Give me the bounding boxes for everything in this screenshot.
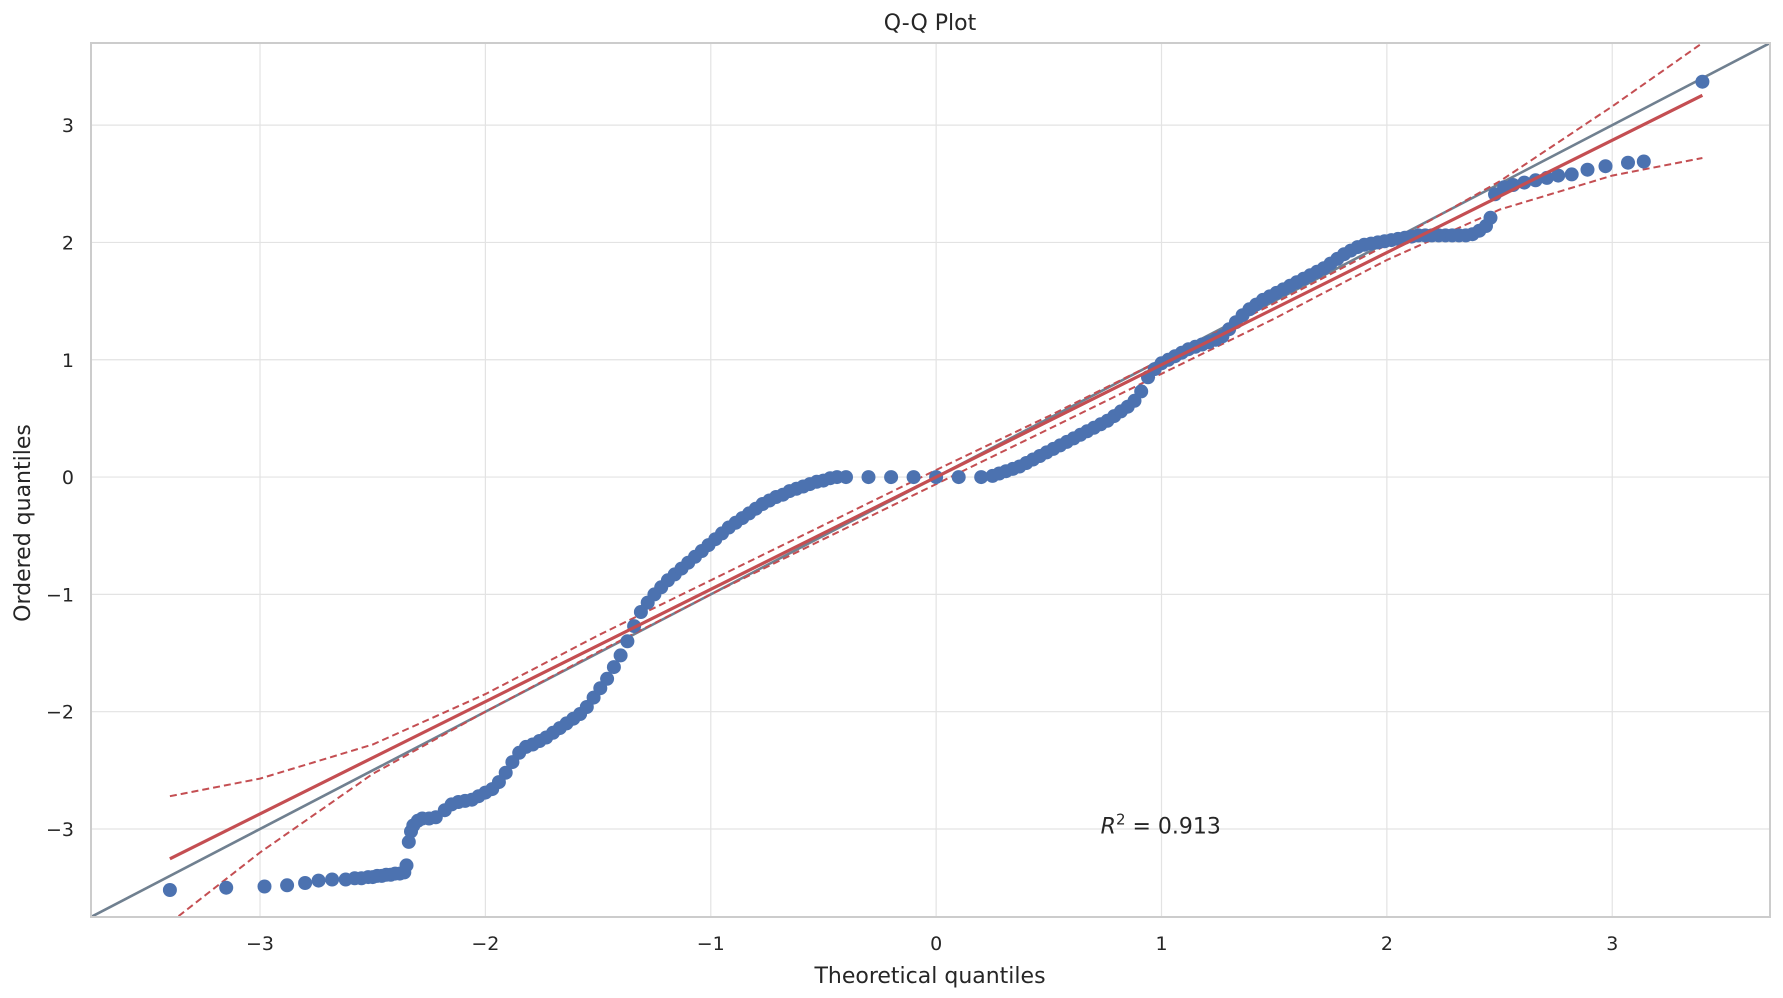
- y-tick-label: 2: [62, 232, 74, 254]
- x-tick-label: 3: [1606, 933, 1618, 955]
- data-point: [311, 873, 326, 888]
- y-tick-label: 3: [62, 115, 74, 137]
- y-tick-label: 0: [62, 467, 74, 489]
- x-tick-label: −2: [471, 933, 499, 955]
- data-point: [839, 470, 853, 485]
- data-point: [606, 660, 621, 675]
- x-tick-label: 1: [1155, 933, 1167, 955]
- data-point: [1551, 168, 1566, 183]
- x-tick-label: −1: [697, 933, 725, 955]
- r-squared-value: = 0.913: [1125, 814, 1220, 839]
- data-point: [1580, 162, 1595, 177]
- data-point: [1564, 167, 1579, 182]
- x-axis-label: Theoretical quantiles: [813, 964, 1045, 989]
- data-point: [861, 470, 876, 485]
- plot-frame: [90, 42, 1771, 918]
- y-tick-label: −3: [46, 819, 74, 841]
- x-tick-label: 2: [1381, 933, 1393, 955]
- chart-title: Q-Q Plot: [884, 11, 977, 36]
- y-tick-label: −2: [46, 702, 74, 724]
- x-tick-label: −3: [246, 933, 274, 955]
- data-point: [1621, 155, 1635, 170]
- r-squared-exponent: 2: [1116, 810, 1126, 828]
- data-point: [257, 879, 272, 894]
- data-point: [399, 858, 414, 873]
- data-point: [613, 648, 628, 663]
- r-squared-variable: R: [1101, 814, 1116, 839]
- data-point: [162, 883, 177, 897]
- data-point: [401, 834, 416, 849]
- data-point: [498, 765, 513, 780]
- data-point: [298, 876, 313, 890]
- axes-frame: [90, 42, 1771, 918]
- confidence-band-upper: [169, 43, 1703, 798]
- y-tick-label: 1: [62, 350, 74, 372]
- data-point: [219, 880, 234, 895]
- data-point: [325, 872, 340, 887]
- y-tick-label: −1: [46, 584, 74, 606]
- data-point: [280, 878, 295, 893]
- data-point: [600, 671, 615, 686]
- x-tick-label: 0: [930, 933, 942, 955]
- data-point: [1636, 154, 1651, 169]
- data-point: [1134, 384, 1149, 399]
- r-squared-annotation: R2 = 0.913: [1101, 810, 1221, 839]
- data-point: [1598, 159, 1613, 174]
- data-point: [1695, 74, 1710, 89]
- data-point: [1483, 210, 1498, 225]
- tick-labels: −3 −2 −1 0 1 2 3 −3 −2 −1 0 1 2 3: [46, 115, 1618, 955]
- data-point: [884, 470, 899, 485]
- data-point: [620, 634, 635, 649]
- data-point: [906, 470, 921, 485]
- y-axis-label: Ordered quantiles: [11, 424, 36, 622]
- data-point: [974, 470, 989, 485]
- data-point: [951, 470, 966, 485]
- data-points: [162, 74, 1710, 897]
- fit-line: [169, 93, 1704, 861]
